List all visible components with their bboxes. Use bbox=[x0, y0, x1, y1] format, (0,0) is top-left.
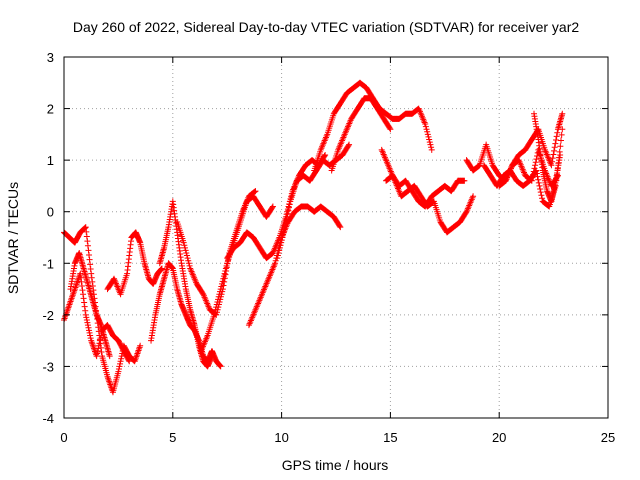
data-point bbox=[537, 186, 543, 192]
x-tick-label: 15 bbox=[383, 430, 397, 445]
data-point bbox=[554, 133, 560, 139]
series-arc-14 bbox=[379, 147, 476, 236]
data-point bbox=[82, 304, 88, 310]
data-point bbox=[80, 291, 86, 297]
series-arc-06 bbox=[157, 198, 215, 369]
data-point bbox=[552, 144, 558, 150]
data-point bbox=[88, 271, 94, 277]
data-point bbox=[87, 257, 93, 263]
y-tick-label: -3 bbox=[42, 359, 54, 374]
data-point bbox=[532, 162, 538, 168]
x-tick-label: 0 bbox=[60, 430, 67, 445]
data-point bbox=[79, 283, 85, 289]
series-arc-10 bbox=[246, 204, 343, 329]
x-tick-label: 5 bbox=[169, 430, 176, 445]
y-tick-labels: -4 -3 -2 -1 0 1 2 3 bbox=[42, 50, 54, 426]
data-point bbox=[82, 308, 88, 314]
data-point bbox=[558, 138, 564, 144]
y-tick-label: 3 bbox=[47, 50, 54, 65]
data-point bbox=[535, 177, 541, 183]
data-point bbox=[85, 247, 91, 253]
data-point bbox=[84, 233, 90, 239]
sdtvar-chart: Day 260 of 2022, Sidereal Day-to-day VTE… bbox=[0, 0, 640, 480]
series-arc-04 bbox=[105, 229, 165, 297]
data-points bbox=[61, 80, 565, 395]
data-point bbox=[559, 111, 565, 117]
series-arc-15 bbox=[383, 173, 467, 210]
x-tick-label: 10 bbox=[274, 430, 288, 445]
data-point bbox=[88, 266, 94, 272]
x-tick-label: 20 bbox=[492, 430, 506, 445]
y-tick-label: -2 bbox=[42, 308, 54, 323]
x-tick-label: 25 bbox=[601, 430, 615, 445]
data-point bbox=[79, 287, 85, 293]
series-arc-01 bbox=[61, 224, 143, 395]
x-axis-label: GPS time / hours bbox=[282, 457, 389, 473]
y-tick-label: 1 bbox=[47, 153, 54, 168]
data-point bbox=[553, 137, 559, 143]
data-point bbox=[107, 353, 113, 359]
data-point bbox=[538, 189, 544, 195]
y-tick-label: 2 bbox=[47, 102, 54, 117]
data-point bbox=[536, 180, 542, 186]
y-tick-label: 0 bbox=[47, 205, 54, 220]
x-tick-labels: 0 5 10 15 20 25 bbox=[60, 430, 615, 445]
data-point bbox=[538, 192, 544, 198]
data-point bbox=[533, 159, 539, 165]
data-point bbox=[84, 238, 90, 244]
series-arc-12 bbox=[311, 80, 435, 174]
data-point bbox=[99, 349, 105, 355]
data-point bbox=[536, 183, 542, 189]
data-point bbox=[551, 148, 557, 154]
y-axis-label: SDTVAR / TECUs bbox=[5, 182, 21, 294]
data-point bbox=[550, 151, 556, 157]
y-tick-label: -1 bbox=[42, 256, 54, 271]
data-point bbox=[87, 261, 93, 267]
y-tick-label: -4 bbox=[42, 411, 54, 426]
data-point bbox=[81, 299, 87, 305]
data-point bbox=[89, 275, 95, 281]
chart-title: Day 260 of 2022, Sidereal Day-to-day VTE… bbox=[73, 19, 579, 35]
data-point bbox=[81, 295, 87, 301]
data-point bbox=[85, 243, 91, 249]
series-arc-08 bbox=[198, 193, 276, 354]
data-point bbox=[86, 252, 92, 258]
